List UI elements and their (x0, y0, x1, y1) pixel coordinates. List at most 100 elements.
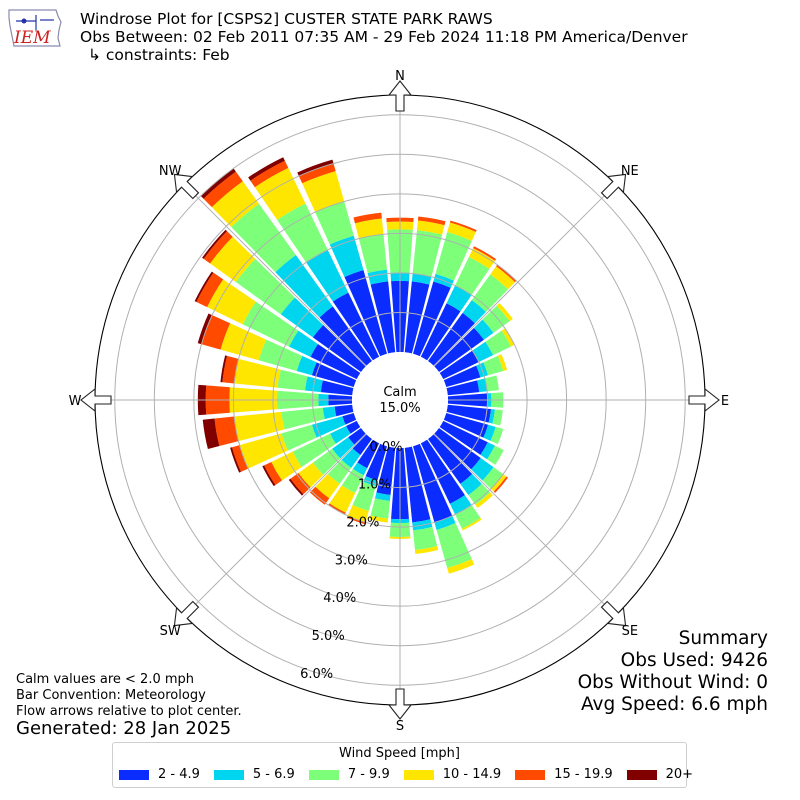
bar-dir-240-bin-5 (262, 465, 276, 487)
arrow-e-icon (688, 387, 720, 413)
legend-swatch-2 (308, 769, 339, 780)
bar-dir-210-bin-0 (357, 439, 380, 469)
summary-heading: Summary (678, 628, 768, 649)
bar-dir-220-bin-3 (315, 473, 340, 499)
bar-dir-110-bin-0 (443, 412, 489, 438)
flow-note: Flow arrows relative to plot center. (16, 704, 242, 719)
bar-dir-300-bin-1 (289, 330, 318, 357)
bar-dir-300-bin-0 (310, 343, 361, 380)
bar-dir-240-bin-1 (330, 425, 351, 444)
bar-dir-130-bin-0 (434, 428, 481, 470)
bar-dir-330-bin-3 (254, 167, 306, 220)
bar-dir-20-bin-3 (447, 222, 476, 241)
radial-tick-label-4: 4.0% (323, 591, 356, 606)
bar-dir-310-bin-4 (203, 231, 233, 264)
bar-dir-230-bin-3 (298, 462, 324, 488)
legend-item-5: 20+ (626, 767, 693, 782)
bar-dir-220-bin-4 (309, 486, 330, 505)
calm-center: Calm 15.0% (352, 352, 448, 448)
bar-dir-30-bin-0 (420, 303, 461, 361)
bar-dir-40-bin-0 (428, 312, 475, 366)
radial-tick-labels: 0.0% 1.0% 2.0% 3.0% 4.0% 5.0% 6.0% (300, 440, 402, 682)
bar-dir-190-bin-0 (376, 446, 396, 495)
bar-dir-260-bin-4 (214, 416, 239, 447)
bar-dir-40-bin-1 (462, 300, 486, 324)
bar-dir-40-bin-3 (490, 266, 515, 290)
bar-dir-210-bin-4 (328, 503, 346, 515)
compass-label-s: S (396, 719, 404, 734)
bar-dir-30-bin-3 (468, 248, 496, 269)
bar-dir-250-bin-1 (311, 416, 346, 438)
bar-dir-340-bin-4 (298, 163, 336, 184)
arrow-sw-icon (173, 600, 200, 627)
bar-dir-310-bin-1 (280, 297, 324, 338)
bar-dir-240-bin-3 (271, 451, 302, 481)
bar-dir-190-bin-2 (370, 498, 390, 519)
bar-dir-230-bin-0 (348, 428, 366, 445)
bar-dir-350-bin-0 (370, 281, 396, 354)
bar-dir-310-bin-3 (210, 236, 256, 283)
bar-dir-250-bin-3 (239, 433, 288, 469)
legend-label-3: 10 - 14.9 (442, 767, 502, 782)
bar-dir-10-bin-4 (417, 216, 446, 226)
bar-dir-250-bin-2 (281, 424, 317, 451)
bar-dir-150-bin-3 (461, 518, 482, 531)
bar-dir-60-bin-0 (439, 350, 479, 380)
bar-dir-130-bin-2 (482, 467, 504, 489)
bar-dir-230-bin-1 (332, 437, 355, 459)
bar-dir-320-bin-0 (319, 306, 372, 366)
calm-label: Calm (383, 385, 416, 400)
summary-panel: Summary Obs Used: 9426 Obs Without Wind:… (578, 628, 768, 716)
compass-label-n: N (395, 69, 405, 84)
bar-dir-240-bin-0 (346, 420, 361, 434)
bar-dir-320-bin-4 (203, 171, 243, 208)
bar-dir-220-bin-0 (352, 434, 372, 456)
bar-dir-240-bin-4 (264, 461, 282, 485)
bar-dir-280-bin-2 (277, 369, 308, 391)
legend-item-3: 10 - 14.9 (403, 767, 502, 782)
legend-label-2: 7 - 9.9 (347, 767, 390, 782)
legend-label-0: 2 - 4.9 (158, 767, 200, 782)
arrow-w-icon (80, 387, 112, 413)
compass-label-e: E (721, 394, 729, 409)
bar-dir-230-bin-2 (312, 448, 341, 475)
bar-dir-140-bin-0 (428, 434, 473, 484)
bar-dir-330-bin-2 (277, 203, 328, 263)
bar-dir-230-bin-5 (288, 478, 304, 496)
arrow-nw-icon (173, 173, 200, 200)
grid-spoke-225 (183, 433, 367, 617)
bar-dir-260-bin-0 (334, 404, 354, 417)
windrose-bars (194, 157, 517, 574)
bar-dir-290-bin-0 (311, 362, 357, 388)
bar-dir-340-bin-0 (344, 270, 388, 357)
bar-dir-190-bin-1 (374, 492, 391, 501)
bar-dir-260-bin-3 (234, 411, 285, 442)
bar-dir-340-bin-5 (297, 159, 334, 177)
radial-tick-label-2: 2.0% (346, 516, 379, 531)
grid-spoke-315 (183, 183, 367, 367)
legend-title: Wind Speed [mph] (339, 746, 460, 761)
bar-dir-320-bin-1 (275, 255, 333, 318)
bar-dir-20-bin-4 (449, 220, 477, 232)
bar-dir-60-bin-1 (472, 341, 494, 363)
radial-tick-label-5: 5.0% (312, 629, 345, 644)
bar-dir-160-bin-3 (447, 559, 475, 574)
bar-dir-350-bin-1 (367, 269, 389, 285)
bar-dir-280-bin-3 (234, 358, 281, 388)
legend-item-2: 7 - 9.9 (308, 767, 390, 782)
bar-dir-30-bin-1 (446, 285, 472, 312)
bar-dir-110-bin-2 (490, 426, 504, 445)
bar-dir-80-bin-0 (446, 380, 480, 396)
chart-title: Windrose Plot for [CSPS2] CUSTER STATE P… (80, 10, 688, 64)
bar-dir-130-bin-3 (490, 474, 507, 492)
bar-dir-280-bin-4 (222, 355, 239, 384)
calm-value: 15.0% (379, 401, 420, 416)
legend-item-1: 5 - 6.9 (213, 767, 295, 782)
bar-dir-130-bin-1 (471, 458, 494, 481)
bar-dir-310-bin-2 (235, 258, 295, 315)
bar-dir-280-bin-5 (220, 355, 228, 383)
grid-spoke-45 (433, 183, 617, 367)
bar-dir-110-bin-1 (483, 424, 496, 441)
summary-obs-used: Obs Used: 9426 (620, 650, 768, 671)
bar-dir-70-bin-3 (497, 354, 508, 371)
